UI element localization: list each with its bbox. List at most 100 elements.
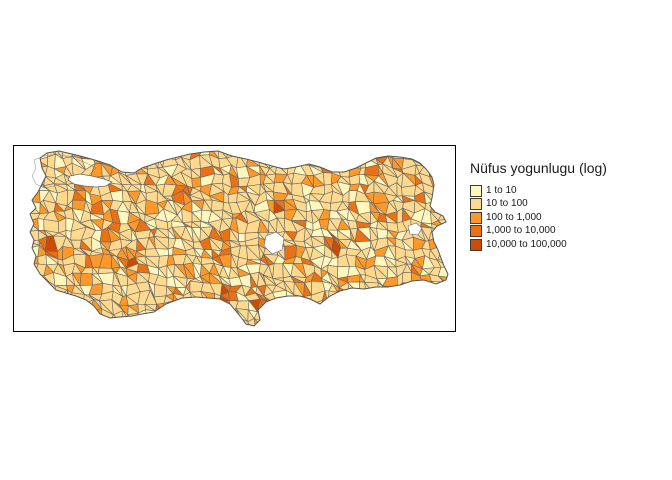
district-polygon	[274, 158, 289, 168]
district-polygon	[198, 314, 215, 323]
district-polygon	[188, 312, 206, 324]
district-polygon	[424, 320, 434, 326]
district-polygon	[130, 151, 141, 157]
map-legend: Nüfus yogunlugu (log) 1 to 10 10 to 100 …	[470, 160, 660, 252]
district-polygon	[125, 155, 141, 167]
district-polygon	[403, 303, 414, 315]
district-polygon	[71, 303, 84, 314]
district-polygon	[273, 151, 287, 160]
district-polygon	[52, 289, 68, 304]
district-polygon	[373, 318, 386, 326]
district-polygon	[336, 155, 351, 168]
district-polygon	[372, 308, 385, 323]
district-polygon	[401, 291, 413, 306]
district-polygon	[419, 292, 430, 306]
district-polygon	[274, 319, 283, 326]
district-polygon	[294, 310, 305, 319]
district-polygon	[30, 294, 41, 306]
district-polygon	[355, 309, 371, 321]
legend-item: 10,000 to 100,000	[470, 238, 660, 252]
district-polygon	[345, 309, 361, 322]
district-polygon	[37, 218, 45, 231]
district-polygon	[327, 151, 339, 157]
district-polygon	[358, 319, 366, 326]
district-polygon	[321, 313, 331, 321]
legend-label: 10,000 to 100,000	[486, 238, 567, 250]
district-polygon	[35, 175, 45, 186]
district-polygon	[439, 318, 448, 326]
district-polygon	[349, 318, 361, 326]
district-polygon	[327, 311, 341, 321]
district-polygon	[100, 321, 109, 326]
district-polygon	[218, 308, 234, 320]
district-polygon	[428, 294, 439, 307]
district-polygon	[268, 151, 276, 160]
district-polygon	[62, 319, 77, 326]
district-polygon	[294, 323, 301, 326]
legend-label: 1 to 10	[486, 184, 517, 196]
district-polygon	[158, 319, 165, 326]
district-polygon	[365, 309, 376, 320]
district-polygon	[46, 295, 58, 304]
district-polygon	[403, 320, 413, 326]
district-polygon	[30, 317, 38, 326]
district-polygon	[392, 317, 406, 326]
district-polygon	[62, 310, 78, 322]
district-polygon	[39, 280, 49, 297]
district-polygon	[45, 319, 59, 326]
district-polygon	[185, 312, 196, 322]
district-polygon	[93, 151, 103, 160]
district-polygon	[440, 151, 448, 156]
district-polygon	[364, 298, 379, 311]
district-polygon	[294, 153, 306, 166]
district-polygon	[294, 153, 302, 166]
district-polygon	[372, 309, 385, 323]
district-polygon	[257, 151, 269, 159]
district-polygon	[311, 309, 323, 320]
turkey-district-map	[29, 150, 449, 327]
district-polygon	[285, 153, 298, 167]
district-polygon	[339, 317, 351, 326]
district-polygon	[337, 151, 353, 161]
district-polygon	[394, 299, 407, 315]
legend-item: 1,000 to 10,000	[470, 225, 660, 239]
district-polygon	[356, 151, 369, 159]
district-polygon	[419, 151, 434, 156]
district-polygon	[189, 313, 201, 324]
district-polygon	[441, 201, 448, 215]
district-polygon	[301, 309, 315, 319]
district-polygon	[121, 322, 127, 326]
district-polygon	[429, 293, 442, 307]
district-polygon	[412, 309, 425, 322]
district-polygon	[311, 317, 325, 326]
district-polygon	[367, 151, 377, 160]
district-polygon	[127, 312, 140, 322]
district-polygon	[348, 318, 360, 326]
district-polygon	[418, 309, 434, 322]
lake	[407, 222, 423, 236]
district-polygon	[320, 159, 332, 168]
district-polygon	[302, 151, 314, 159]
district-polygon	[204, 304, 216, 316]
legend-swatch	[470, 225, 482, 238]
district-polygon	[30, 181, 40, 192]
district-polygon	[274, 304, 286, 313]
district-polygon	[52, 302, 67, 314]
district-polygon	[30, 272, 41, 288]
district-polygon	[238, 232, 246, 242]
district-polygon	[145, 318, 160, 326]
district-polygon	[42, 309, 59, 323]
district-polygon	[211, 308, 219, 321]
district-polygon	[359, 319, 371, 326]
district-polygon	[321, 318, 331, 326]
district-polygon	[37, 309, 48, 321]
district-polygon	[437, 174, 448, 187]
district-polygon	[290, 151, 306, 161]
district-polygon	[437, 305, 448, 315]
district-polygon	[410, 320, 426, 326]
district-polygon	[163, 323, 179, 326]
district-polygon	[286, 304, 296, 316]
legend-item: 100 to 1,000	[470, 211, 660, 225]
district-polygon	[369, 318, 376, 326]
district-polygon	[294, 317, 305, 326]
